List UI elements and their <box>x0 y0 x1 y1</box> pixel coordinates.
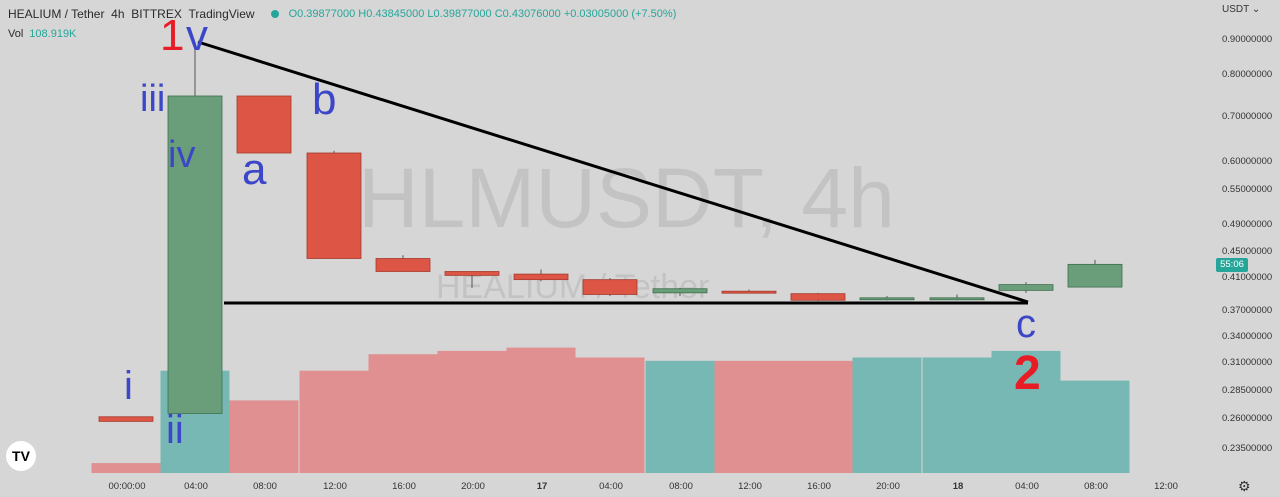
time-tick-label: 08:00 <box>669 481 693 492</box>
price-tick-label: 0.34000000 <box>1222 331 1273 342</box>
price-tick-label: 0.45000000 <box>1222 246 1273 257</box>
time-tick-label: 04:00 <box>599 481 623 492</box>
gear-icon[interactable]: ⚙ <box>1238 478 1251 494</box>
volume-bar <box>991 350 1061 473</box>
time-tick-label: 20:00 <box>461 481 485 492</box>
price-tick-label: 0.23500000 <box>1222 443 1273 454</box>
time-tick-label: 18 <box>952 481 964 492</box>
price-tick-label: 0.70000000 <box>1222 111 1273 122</box>
volume-bar <box>783 360 853 473</box>
candle-body[interactable] <box>306 152 362 259</box>
currency-dropdown[interactable]: USDT ⌄ <box>1222 4 1261 15</box>
wave-iv-label: iv <box>168 134 196 176</box>
wave-v-label: v <box>186 11 208 60</box>
volume-bar <box>299 370 369 473</box>
volume-label: Vol <box>8 28 24 40</box>
price-tick-label: 0.90000000 <box>1222 34 1273 45</box>
countdown-badge: 55:06 <box>1216 258 1248 272</box>
price-tick-label: 0.41000000 <box>1222 272 1273 283</box>
candle-body[interactable] <box>98 416 154 422</box>
time-tick-label: 20:00 <box>876 481 900 492</box>
candle-body[interactable] <box>582 279 638 295</box>
market-status-icon <box>270 10 279 18</box>
volume-bar <box>437 350 507 473</box>
volume-bar <box>229 400 299 473</box>
candle-body[interactable] <box>790 293 846 301</box>
price-tick-label: 0.31000000 <box>1222 357 1273 368</box>
wave-c-label: c <box>1016 302 1036 346</box>
time-tick-label: 12:00 <box>323 481 347 492</box>
time-tick-label: 17 <box>536 481 548 492</box>
wave-2-label: 2 <box>1014 347 1041 400</box>
candle-body[interactable] <box>721 290 777 294</box>
wave-iii-label: iii <box>140 78 166 120</box>
volume-bar <box>91 463 161 473</box>
chart-header: HEALIUM / Tether 4h BITTREX TradingView … <box>8 6 676 22</box>
time-tick-label: 16:00 <box>807 481 831 492</box>
candle-body[interactable] <box>998 284 1054 291</box>
time-tick-label: 04:00 <box>184 481 208 492</box>
candle-body[interactable] <box>513 273 569 281</box>
wave-a-label: a <box>242 145 267 194</box>
time-tick-label: 16:00 <box>392 481 416 492</box>
price-tick-label: 0.80000000 <box>1222 69 1273 80</box>
candle-body[interactable] <box>236 95 292 154</box>
tradingview-logo-icon[interactable]: TV <box>6 441 36 471</box>
volume-bar <box>645 360 715 473</box>
chevron-down-icon: ⌄ <box>1251 4 1261 15</box>
time-tick-label: 08:00 <box>1084 481 1108 492</box>
time-tick-label: 00:00:00 <box>108 481 146 492</box>
volume-bar <box>1060 380 1130 473</box>
candle-body[interactable] <box>652 288 708 294</box>
volume-bar <box>368 354 438 473</box>
candle-body[interactable] <box>929 297 985 301</box>
price-tick-label: 0.60000000 <box>1222 156 1273 167</box>
candle-body[interactable] <box>375 258 431 272</box>
descending-trendline[interactable] <box>197 40 1029 304</box>
volume-bar <box>575 357 645 473</box>
price-tick-label: 0.55000000 <box>1222 184 1273 195</box>
ohlc-values: O0.39877000 H0.43845000 L0.39877000 C0.4… <box>288 8 677 20</box>
price-tick-label: 0.28500000 <box>1222 385 1273 396</box>
volume-bar <box>714 360 784 473</box>
time-tick-label: 12:00 <box>1154 481 1178 492</box>
wave-b-label: b <box>312 75 337 124</box>
price-tick-label: 0.26000000 <box>1222 413 1273 424</box>
time-tick-label: 08:00 <box>253 481 277 492</box>
volume-bar <box>506 347 576 473</box>
volume-legend[interactable]: Vol 108.919K <box>8 28 76 40</box>
symbol-title[interactable]: HEALIUM / Tether 4h BITTREX TradingView <box>8 7 255 21</box>
wave-ii-label: ii <box>166 408 184 452</box>
candle-body[interactable] <box>444 271 500 276</box>
candle-body[interactable] <box>1067 263 1123 288</box>
price-tick-label: 0.49000000 <box>1222 219 1273 230</box>
time-tick-label: 12:00 <box>738 481 762 492</box>
volume-bar <box>922 357 992 473</box>
volume-bar <box>852 357 922 473</box>
wave-1-label: 1 <box>160 11 185 60</box>
candle-body[interactable] <box>859 297 915 301</box>
volume-value: 108.919K <box>29 28 77 40</box>
time-tick-label: 04:00 <box>1015 481 1039 492</box>
candle-body[interactable] <box>167 95 223 414</box>
wave-i-label: i <box>124 364 133 408</box>
price-tick-label: 0.37000000 <box>1222 305 1273 316</box>
